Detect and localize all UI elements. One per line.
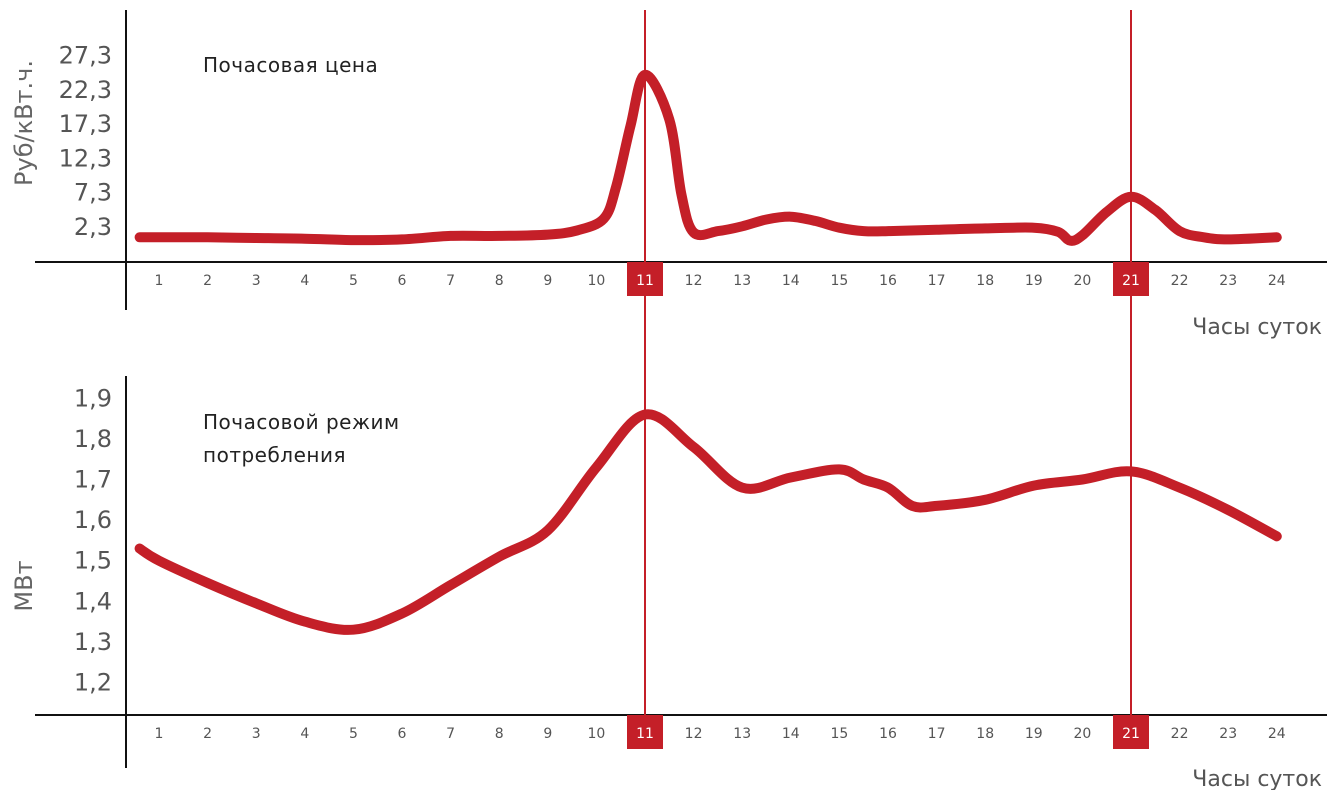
- consumption-y-tick-label: 1,9: [74, 384, 112, 412]
- consumption-x-tick-label: 14: [782, 726, 800, 742]
- consumption-x-tick-label: 19: [1025, 726, 1043, 742]
- price-x-tick-label: 20: [1073, 273, 1091, 289]
- price-x-tick-label: 16: [879, 273, 897, 289]
- price-chart-title: Почасовая цена: [203, 53, 378, 77]
- price-x-tick-label: 17: [928, 273, 946, 289]
- consumption-chart-title-line1: Почасовой режим: [203, 410, 400, 434]
- price-y-tick-label: 7,3: [74, 179, 112, 207]
- consumption-x-tick-label: 8: [495, 726, 504, 742]
- price-x-tick-label: 14: [782, 273, 800, 289]
- consumption-x-tick-label: 2: [203, 726, 212, 742]
- consumption-y-tick-label: 1,5: [74, 547, 112, 575]
- price-y-tick-label: 2,3: [74, 213, 112, 241]
- consumption-x-tick-label: 23: [1219, 726, 1237, 742]
- price-x-tick-label: 6: [398, 273, 407, 289]
- consumption-y-tick-label: 1,2: [74, 669, 112, 697]
- consumption-x-tick-label: 1: [155, 726, 164, 742]
- price-x-tick-label: 12: [685, 273, 703, 289]
- price-x-tick-label: 8: [495, 273, 504, 289]
- consumption-y-tick-label: 1,3: [74, 628, 112, 656]
- consumption-x-tick-highlight: [1113, 715, 1149, 749]
- highlight-markers: [644, 10, 1132, 715]
- consumption-chart-title-line2: потребления: [203, 443, 346, 467]
- price-y-tick-label: 12,3: [59, 144, 112, 172]
- price-x-tick-label: 4: [300, 273, 309, 289]
- price-x-tick-label: 24: [1268, 273, 1286, 289]
- price-x-tick-label: 1: [155, 273, 164, 289]
- price-x-tick-label: 5: [349, 273, 358, 289]
- consumption-y-ticks: 1,9 1,8 1,7 1,6 1,5 1,4 1,3 1,2: [74, 384, 112, 696]
- consumption-x-tick-label: 4: [300, 726, 309, 742]
- consumption-y-tick-label: 1,4: [74, 587, 112, 615]
- consumption-x-tick-label: 13: [733, 726, 751, 742]
- consumption-x-tick-label: 18: [976, 726, 994, 742]
- consumption-x-tick-label: 9: [543, 726, 552, 742]
- price-x-tick-label: 7: [446, 273, 455, 289]
- price-y-axis-label: Руб/кВт.ч.: [10, 60, 38, 186]
- consumption-chart: 1,91,81,71,61,51,41,31,2 1 2 3 4 5 6 7 8 9 10 11 12…: [10, 376, 1327, 792]
- consumption-x-tick-label: 5: [349, 726, 358, 742]
- price-x-tick-label: 15: [830, 273, 848, 289]
- consumption-x-ticks: 1 2 3 4 5 6 7 8 9 10 11 12 13 14 15 16 17 18 19 20 21 22 23 24: [155, 715, 1286, 749]
- price-x-tick-label: 3: [252, 273, 261, 289]
- consumption-x-tick-highlight: [627, 715, 663, 749]
- consumption-y-tick-label: 1,6: [74, 506, 112, 534]
- price-x-tick-label: 10: [587, 273, 605, 289]
- price-y-tick-label: 17,3: [59, 110, 112, 138]
- consumption-x-tick-label: 12: [685, 726, 703, 742]
- consumption-x-tick-label: 17: [928, 726, 946, 742]
- consumption-x-tick-label: 7: [446, 726, 455, 742]
- price-x-tick-label: 13: [733, 273, 751, 289]
- price-x-tick-label: 23: [1219, 273, 1237, 289]
- consumption-y-axis-label: МВт: [10, 560, 38, 611]
- consumption-x-tick-label-highlighted: 11: [636, 726, 654, 742]
- consumption-y-tick-label: 1,8: [74, 425, 112, 453]
- price-x-tick-label: 18: [976, 273, 994, 289]
- consumption-x-tick-label: 3: [252, 726, 261, 742]
- consumption-x-tick-label: 15: [830, 726, 848, 742]
- price-y-tick-label: 27,3: [59, 42, 112, 70]
- price-x-tick-label: 22: [1171, 273, 1189, 289]
- consumption-x-tick-label: 6: [398, 726, 407, 742]
- price-x-tick-label: 19: [1025, 273, 1043, 289]
- price-chart: 27,322,317,312,37,32,3 12345678910111213…: [10, 10, 1327, 340]
- consumption-x-tick-label: 22: [1171, 726, 1189, 742]
- price-series-line: [134, 69, 1282, 246]
- price-x-tick-label: 9: [543, 273, 552, 289]
- consumption-x-tick-label-highlighted: 21: [1122, 726, 1140, 742]
- consumption-x-tick-label: 16: [879, 726, 897, 742]
- price-y-tick-label: 22,3: [59, 76, 112, 104]
- price-x-axis-label: Часы суток: [1192, 315, 1322, 340]
- consumption-x-axis-label: Часы суток: [1192, 767, 1322, 790]
- price-y-ticks: 27,3 22,3 17,3 12,3 7,3 2,3: [59, 42, 112, 241]
- consumption-x-tick-label: 20: [1073, 726, 1091, 742]
- consumption-series-line: [134, 409, 1282, 635]
- consumption-x-tick-label: 10: [587, 726, 605, 742]
- price-x-tick-label: 2: [203, 273, 212, 289]
- consumption-x-tick-label: 24: [1268, 726, 1286, 742]
- consumption-y-tick-label: 1,7: [74, 466, 112, 494]
